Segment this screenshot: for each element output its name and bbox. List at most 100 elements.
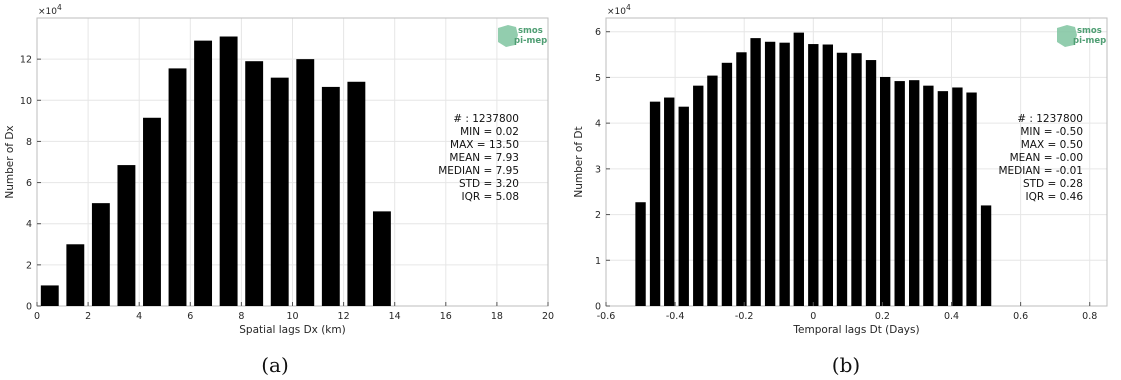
bar (219, 36, 238, 307)
bar (245, 61, 264, 307)
x-tick-label: 0.4 (944, 311, 959, 322)
stat-min: MIN = -0.50 (1020, 126, 1083, 138)
stat-max: MAX = 0.50 (1021, 139, 1083, 151)
bar (894, 81, 905, 306)
stat-iqr: IQR = 5.08 (461, 191, 519, 203)
stat-std: STD = 0.28 (1023, 178, 1083, 190)
x-tick-label: 2 (85, 311, 91, 322)
y-axis-label: Number of Dt (573, 126, 585, 197)
x-tick-label: 14 (389, 311, 401, 322)
bar (678, 106, 689, 306)
bar (851, 53, 862, 307)
x-tick-label: 0.8 (1082, 311, 1097, 322)
bar (296, 59, 315, 307)
bar (91, 203, 110, 306)
bar (270, 77, 289, 307)
bar (966, 92, 977, 306)
bar (66, 244, 85, 306)
stat-count: # : 1237800 (1017, 113, 1083, 125)
stat-std: STD = 3.20 (459, 178, 519, 190)
y-tick-label: 0 (595, 302, 601, 313)
bar (909, 80, 920, 307)
x-tick-label: 0.2 (875, 311, 890, 322)
bar (937, 91, 949, 307)
stat-median: MEDIAN = 7.95 (438, 165, 519, 177)
logo-text-smos: smos (1077, 26, 1102, 36)
x-tick-label: 6 (187, 311, 193, 322)
y-tick-label: 2 (595, 210, 601, 221)
stat-iqr: IQR = 0.46 (1025, 191, 1083, 203)
logo-map-icon (1057, 25, 1077, 47)
bar (793, 32, 804, 306)
x-tick-label: 18 (491, 311, 503, 322)
y-tick-label: 8 (26, 137, 32, 148)
y-tick-label: 0 (26, 302, 32, 313)
stat-mean: MEAN = 7.93 (449, 152, 519, 164)
x-tick-label: 16 (440, 311, 452, 322)
bar (649, 101, 661, 307)
x-tick-label: 0.6 (1013, 311, 1028, 322)
y-tick-label: 6 (595, 27, 601, 38)
stats-box: # : 1237800 MIN = 0.02 MAX = 13.50 MEAN … (438, 113, 519, 203)
bar (736, 52, 747, 307)
y-tick-label: 4 (595, 119, 601, 130)
bar (721, 62, 733, 306)
x-axis-label: Spatial lags Dx (km) (239, 324, 345, 336)
logo-text-pimep: pi-mep (1073, 36, 1106, 46)
y-tick-label: 10 (20, 96, 32, 107)
bar (879, 76, 891, 306)
stats-box: # : 1237800 MIN = -0.50 MAX = 0.50 MEAN … (998, 113, 1083, 203)
y-axis-label: Number of Dx (4, 125, 16, 198)
x-tick-label: 4 (136, 311, 142, 322)
x-axis-ticks: -0.6 -0.4 -0.2 0 0.2 0.4 0.6 0.8 (597, 302, 1097, 322)
histogram-panel-b: -0.6 -0.4 -0.2 0 0.2 0.4 0.6 0.8 0 1 2 3 4 5 6 ×104 T… (573, 3, 1108, 377)
x-tick-label: -0.6 (597, 311, 616, 322)
bar (143, 117, 161, 307)
logo-text-smos: smos (518, 26, 543, 36)
histogram-panel-a: 0 2 4 6 8 10 12 14 16 18 20 0 2 4 6 8 10 12 ×104 Spatial… (4, 3, 554, 377)
x-tick-label: 0 (34, 311, 40, 322)
bar (664, 97, 675, 307)
bar (836, 52, 848, 306)
stat-max: MAX = 13.50 (450, 139, 519, 151)
bar (693, 85, 704, 307)
bar (822, 44, 834, 307)
y-tick-label: 5 (595, 73, 601, 84)
bar (635, 202, 646, 306)
bar (372, 211, 391, 306)
stat-mean: MEAN = -0.00 (1010, 152, 1083, 164)
x-tick-label: 10 (286, 311, 298, 322)
x-tick-label: 0 (810, 311, 816, 322)
y-tick-label: 3 (595, 164, 601, 175)
x-axis-ticks: 0 2 4 6 8 10 12 14 16 18 20 (34, 302, 554, 322)
bar (40, 285, 59, 306)
bar-series (40, 36, 391, 307)
bar (980, 205, 992, 306)
y-tick-label: 6 (26, 178, 32, 189)
bar (952, 87, 963, 306)
bar (923, 85, 934, 307)
bar-series (635, 32, 992, 307)
y-multiplier: ×104 (607, 3, 631, 17)
caption-b: (b) (832, 353, 860, 377)
y-multiplier: ×104 (38, 3, 62, 17)
x-tick-label: 20 (542, 311, 554, 322)
bar (168, 68, 187, 307)
caption-a: (a) (261, 353, 289, 377)
bar (750, 38, 761, 306)
x-tick-label: -0.2 (735, 311, 754, 322)
bar (117, 165, 136, 306)
y-tick-label: 2 (26, 260, 32, 271)
stat-count: # : 1237800 (453, 113, 519, 125)
y-tick-label: 12 (20, 55, 32, 66)
y-tick-label: 4 (26, 219, 32, 230)
stat-median: MEDIAN = -0.01 (998, 165, 1083, 177)
bar (194, 40, 213, 306)
bar (779, 42, 790, 306)
bar (321, 86, 340, 307)
y-axis-ticks: 0 2 4 6 8 10 12 (20, 55, 41, 313)
x-tick-label: 12 (338, 311, 350, 322)
bar (865, 60, 877, 306)
y-axis-ticks: 0 1 2 3 4 5 6 (595, 27, 610, 313)
logo-map-icon (498, 25, 518, 47)
